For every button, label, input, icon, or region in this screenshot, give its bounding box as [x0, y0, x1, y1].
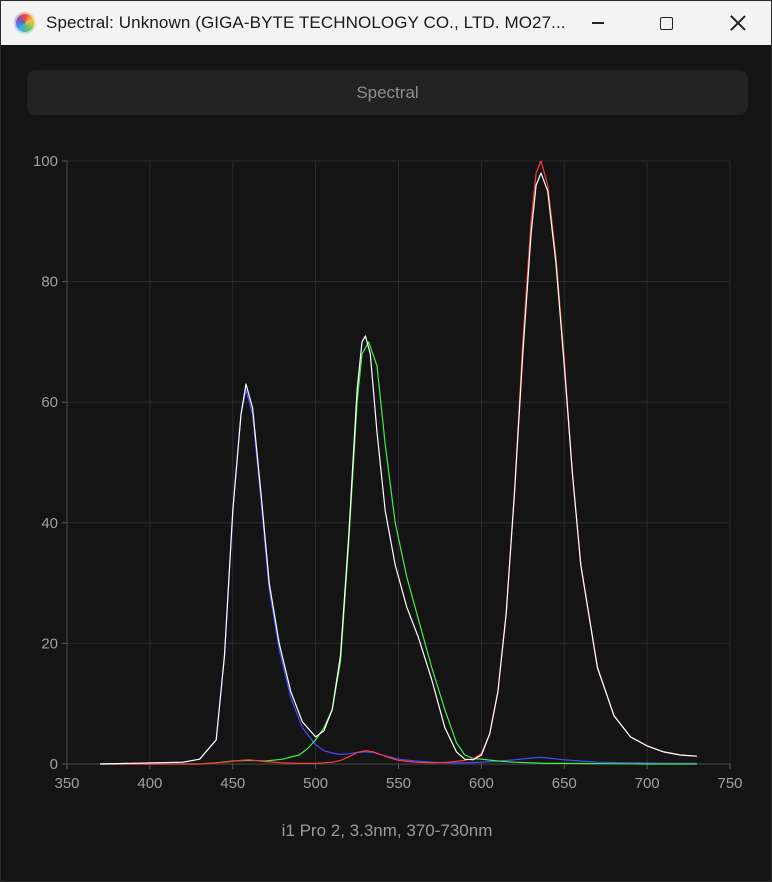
title-bar[interactable]: Spectral: Unknown (GIGA-BYTE TECHNOLOGY …	[1, 1, 771, 45]
x-tick-label: 600	[469, 775, 494, 792]
x-tick-label: 700	[635, 775, 660, 792]
maximize-icon	[659, 16, 673, 30]
minimize-icon	[592, 22, 604, 24]
close-icon	[730, 15, 746, 31]
x-tick-label: 400	[137, 775, 162, 792]
x-tick-label: 650	[552, 775, 577, 792]
app-icon	[14, 12, 36, 34]
y-tick-label: 20	[41, 635, 58, 652]
green-series-line	[100, 341, 697, 765]
y-tick-label: 100	[33, 153, 58, 170]
x-tick-label: 750	[717, 775, 742, 792]
x-tick-label: 550	[386, 775, 411, 792]
x-tick-label: 500	[303, 775, 328, 792]
x-tick-label: 350	[54, 775, 79, 792]
y-tick-label: 40	[41, 515, 58, 532]
spectral-button[interactable]: Spectral	[27, 70, 748, 115]
x-tick-label: 450	[220, 775, 245, 792]
maximize-button[interactable]	[631, 1, 701, 45]
minimize-button[interactable]	[563, 1, 633, 45]
y-tick-label: 0	[50, 756, 58, 773]
spectral-chart: 350 400 450 500 550 600 650 700 750 0 20 40 60 80 100	[33, 153, 743, 792]
window-title: Spectral: Unknown (GIGA-BYTE TECHNOLOGY …	[46, 13, 566, 32]
close-button[interactable]	[703, 1, 771, 45]
white-series-line	[100, 172, 697, 765]
y-tick-label: 80	[41, 274, 58, 291]
y-tick-label: 60	[41, 394, 58, 411]
instrument-caption: i1 Pro 2, 3.3nm, 370-730nm	[281, 821, 493, 840]
